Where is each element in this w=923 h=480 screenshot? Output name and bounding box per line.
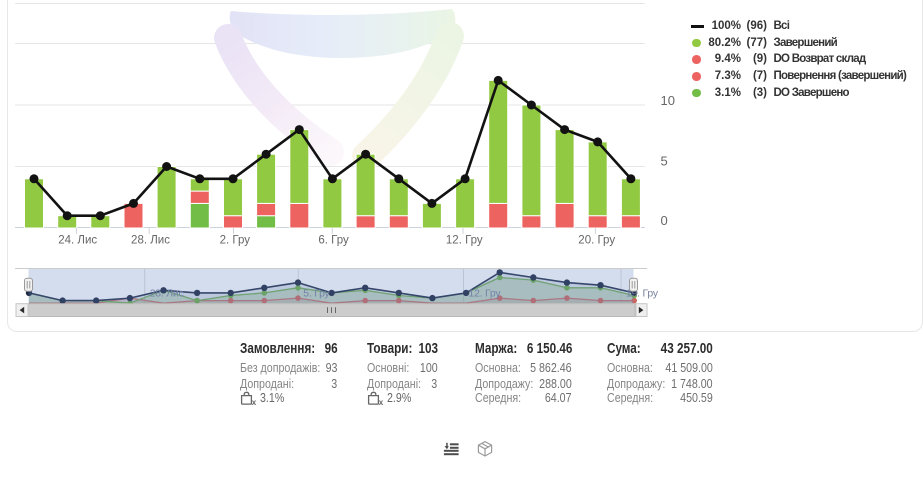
svg-text:28. Лис: 28. Лис: [131, 235, 170, 247]
svg-text:5: 5: [661, 153, 668, 168]
svg-text:19. Гру: 19. Гру: [626, 288, 659, 299]
svg-text:28. Лис: 28. Лис: [150, 288, 184, 299]
svg-text:0: 0: [661, 213, 668, 228]
svg-text:x: x: [252, 398, 257, 407]
svg-text:5. Гру: 5. Гру: [303, 288, 330, 299]
svg-text:6. Гру: 6. Гру: [318, 235, 349, 247]
svg-text:x: x: [379, 398, 384, 407]
svg-text:20. Гру: 20. Гру: [578, 235, 615, 247]
svg-text:10: 10: [661, 93, 675, 108]
svg-text:2. Гру: 2. Гру: [220, 235, 251, 247]
svg-text:12. Гру: 12. Гру: [446, 235, 483, 247]
svg-text:24. Лис: 24. Лис: [58, 235, 97, 247]
svg-text:12. Гру: 12. Гру: [469, 288, 502, 299]
